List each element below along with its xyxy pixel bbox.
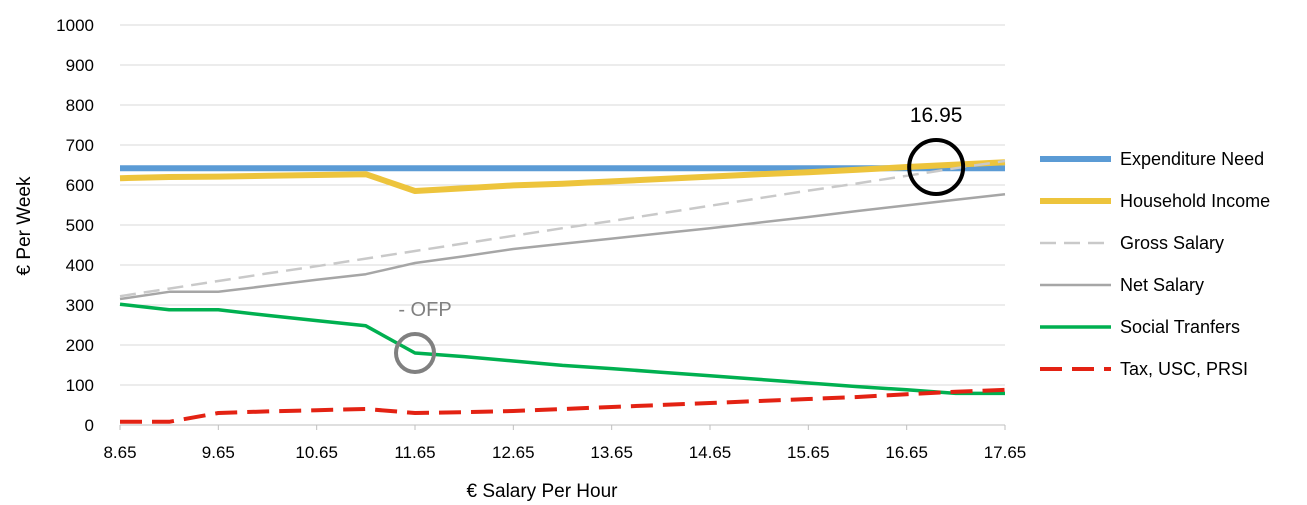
y-tick-label: 800 — [66, 96, 94, 115]
annotation-circle — [394, 332, 436, 374]
legend-label: Net Salary — [1120, 275, 1204, 295]
series-line-tax-usc-prsi — [120, 387, 1006, 424]
annotations: 16.95 - OFP — [394, 104, 966, 374]
x-tick-label: 13.65 — [590, 443, 633, 462]
x-tick-label: 10.65 — [295, 443, 338, 462]
y-tick-label: 900 — [66, 56, 94, 75]
y-tick-label: 400 — [66, 256, 94, 275]
legend-label: Gross Salary — [1120, 233, 1224, 253]
x-axis-label: € Salary Per Hour — [466, 481, 618, 502]
series-line-net-salary — [119, 192, 1006, 301]
y-tick-label: 700 — [66, 136, 94, 155]
x-tick-label: 8.65 — [103, 443, 136, 462]
y-tick-label: 1000 — [56, 16, 94, 35]
y-tick-label: 600 — [66, 176, 94, 195]
y-tick-label: 0 — [85, 416, 94, 435]
legend: Expenditure Need Household Income Gross Sa… — [1040, 149, 1270, 379]
x-tick-label: 14.65 — [689, 443, 732, 462]
y-axis-ticks: 0 100 200 300 400 500 600 700 800 900 1000 — [56, 16, 94, 435]
legend-label: Expenditure Need — [1120, 149, 1264, 169]
x-tick-label: 12.65 — [492, 443, 535, 462]
y-tick-label: 100 — [66, 376, 94, 395]
annotation-label: 16.95 — [910, 104, 963, 127]
x-tick-label: 9.65 — [202, 443, 235, 462]
series-line-social-tranfers — [119, 302, 1005, 396]
series-lines — [119, 159, 1006, 424]
series-line-household-income — [119, 159, 1006, 194]
annotation-label: - OFP — [398, 299, 451, 321]
y-tick-label: 300 — [66, 296, 94, 315]
grid-lines — [120, 24, 1005, 386]
x-tick-label: 17.65 — [984, 443, 1027, 462]
x-tick-label: 11.65 — [394, 443, 435, 462]
x-tick-label: 16.65 — [885, 443, 928, 462]
legend-label: Social Tranfers — [1120, 317, 1240, 337]
y-tick-label: 500 — [66, 216, 94, 235]
y-axis-label: € Per Week — [14, 176, 35, 275]
annotation-circle — [907, 138, 966, 196]
legend-label: Tax, USC, PRSI — [1120, 359, 1248, 379]
legend-label: Household Income — [1120, 191, 1270, 211]
x-axis-ticks: 8.65 9.65 10.65 11.65 12.65 13.65 14.65 15.65 16… — [103, 425, 1026, 462]
series-line-gross-salary — [119, 159, 1006, 298]
x-tick-label: 15.65 — [787, 443, 830, 462]
y-tick-label: 200 — [66, 336, 94, 355]
